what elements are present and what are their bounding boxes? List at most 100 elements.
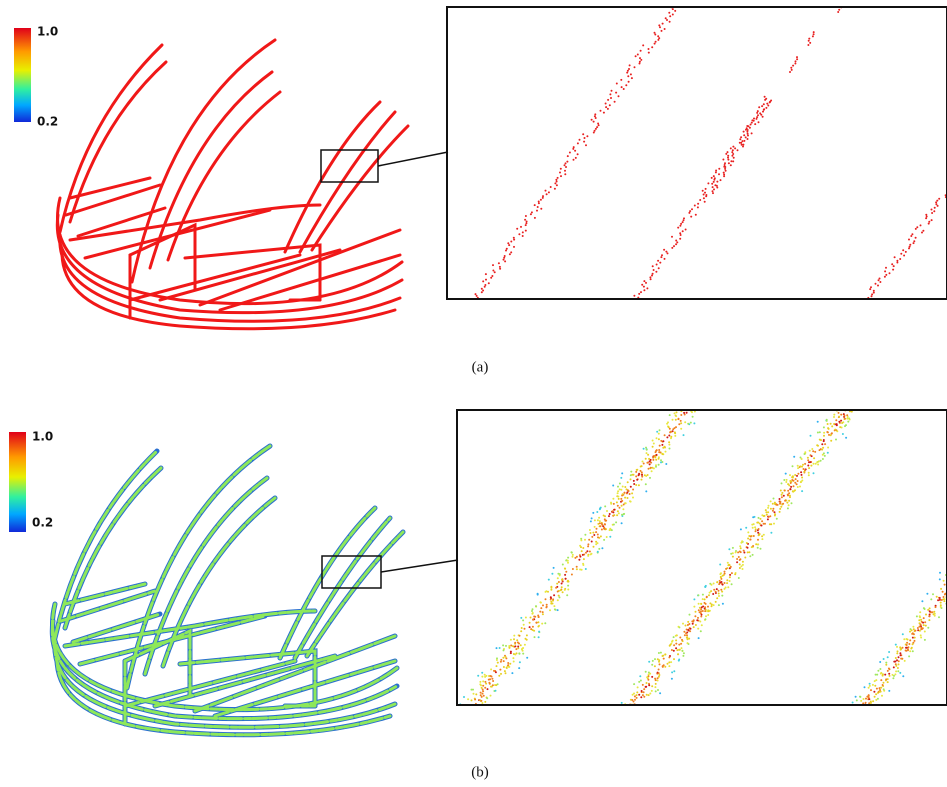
dot: [579, 555, 582, 558]
dot: [740, 136, 743, 139]
dot: [509, 650, 512, 653]
dot: [603, 518, 606, 521]
dot: [531, 629, 534, 631]
dot: [485, 674, 488, 677]
dot: [721, 602, 724, 605]
dot: [719, 563, 722, 566]
dot: [597, 124, 600, 127]
dot: [470, 706, 472, 708]
dot: [837, 411, 840, 414]
dot: [789, 496, 791, 499]
dot: [698, 606, 701, 609]
dot: [537, 202, 540, 205]
dot: [537, 616, 540, 618]
dot: [513, 638, 515, 641]
dot: [885, 661, 888, 664]
dot: [510, 251, 513, 254]
dot: [838, 420, 841, 423]
dot: [794, 474, 797, 476]
dot: [505, 666, 508, 669]
dot: [635, 484, 638, 486]
dot: [877, 284, 879, 287]
dot: [879, 672, 882, 675]
dot: [867, 686, 870, 689]
dot: [787, 483, 790, 486]
dot: [651, 265, 654, 268]
dot: [914, 227, 917, 230]
dot: [480, 695, 483, 698]
dot: [666, 662, 669, 665]
dot: [871, 293, 874, 296]
dot: [556, 599, 559, 602]
dot: [769, 500, 772, 503]
dot: [658, 24, 661, 27]
dot: [835, 424, 838, 427]
dot: [558, 596, 561, 599]
dot: [715, 588, 718, 591]
dot: [738, 141, 741, 144]
dot: [894, 663, 897, 666]
dot: [651, 439, 654, 442]
dot: [685, 411, 688, 414]
dot: [635, 475, 638, 478]
dot: [725, 152, 728, 155]
dot: [901, 646, 904, 649]
dot: [560, 586, 563, 589]
dot: [481, 688, 484, 691]
dot: [828, 433, 830, 436]
dot: [796, 474, 798, 477]
dot: [933, 610, 936, 613]
wireframe: [52, 446, 403, 735]
dot: [637, 296, 640, 298]
dot: [633, 683, 636, 686]
dot: [918, 619, 921, 622]
dot: [641, 683, 644, 686]
dot: [896, 659, 898, 662]
dot: [541, 611, 544, 614]
dot: [654, 33, 657, 36]
dot: [817, 463, 820, 466]
dot: [656, 679, 659, 682]
dot: [740, 565, 743, 568]
dot: [544, 189, 547, 192]
dot: [807, 459, 810, 462]
dot: [633, 294, 636, 297]
dot: [720, 577, 723, 580]
dot: [648, 463, 651, 466]
dot: [668, 656, 671, 659]
dot: [894, 673, 897, 676]
dot: [500, 658, 503, 661]
dot: [634, 703, 636, 704]
dot: [482, 694, 485, 697]
dot: [481, 702, 484, 704]
dot: [674, 434, 677, 437]
dot: [826, 451, 829, 454]
dot: [808, 449, 811, 452]
dot: [809, 434, 812, 437]
colorbar-max: 1.0: [37, 25, 58, 39]
dot: [875, 693, 878, 696]
dot: [539, 198, 542, 201]
dot: [746, 551, 749, 554]
dot: [549, 186, 552, 188]
dot: [672, 649, 675, 652]
dot: [601, 547, 604, 550]
dot: [741, 563, 744, 566]
zoom-connector: [377, 151, 449, 167]
dot: [896, 650, 899, 653]
dot: [925, 213, 928, 216]
dot: [670, 8, 673, 9]
dot: [642, 691, 645, 694]
dot: [704, 191, 706, 194]
dot: [658, 674, 661, 676]
dot: [595, 531, 598, 534]
dot: [598, 508, 601, 511]
dot: [524, 616, 527, 619]
dot: [657, 652, 660, 654]
dot: [630, 470, 633, 473]
dot: [670, 677, 673, 680]
dot: [720, 588, 723, 591]
dot: [655, 270, 658, 273]
dot: [504, 655, 507, 658]
dot: [727, 154, 730, 157]
